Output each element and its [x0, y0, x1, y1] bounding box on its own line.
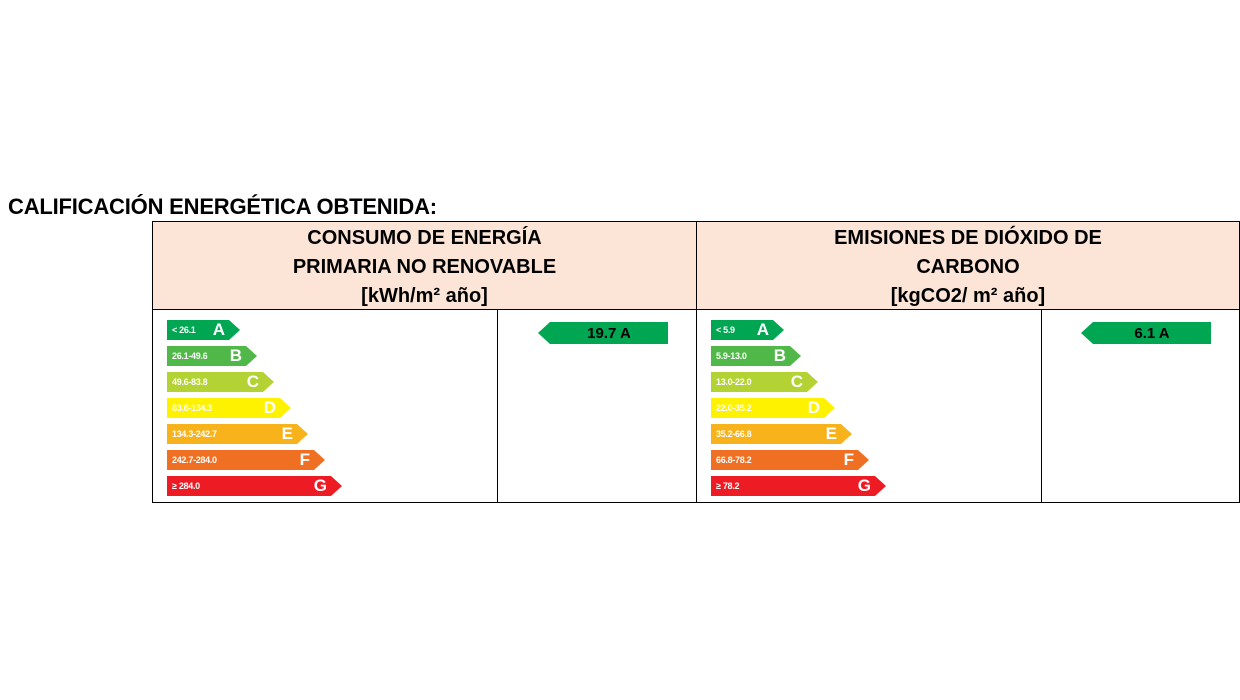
emissions-band-c: 13.0-22.0 C [711, 372, 818, 392]
energy-band-b: 26.1-49.6 B [167, 346, 257, 366]
energy-band-g: ≥ 284.0 G [167, 476, 342, 496]
band-range: < 5.9 [716, 325, 735, 335]
emissions-band-b: 5.9-13.0 B [711, 346, 801, 366]
energy-band-d: 83.8-134.3 D [167, 398, 291, 418]
emissions-header-line-2: CARBONO [916, 256, 1020, 278]
energy-panel: CONSUMO DE ENERGÍA PRIMARIA NO RENOVABLE… [153, 222, 697, 502]
energy-scale: < 26.1 A 26.1-49.6 B 49.6-83.8 C 83.8-134.3… [153, 310, 498, 502]
emissions-panel: EMISIONES DE DIÓXIDO DE CARBONO [kgCO2/ … [697, 222, 1239, 502]
band-range: 13.0-22.0 [716, 377, 752, 387]
energy-band-f: 242.7-284.0 F [167, 450, 325, 470]
band-range: 242.7-284.0 [172, 455, 217, 465]
energy-result-box: 19.7 A [498, 310, 696, 502]
band-letter: G [857, 476, 871, 495]
emissions-band-d: 22.0-35.2 D [711, 398, 835, 418]
band-range: < 26.1 [172, 325, 196, 335]
energy-band-a: < 26.1 A [167, 320, 240, 340]
band-letter: C [246, 372, 259, 391]
band-range: 26.1-49.6 [172, 351, 208, 361]
band-range: 83.8-134.3 [172, 403, 213, 413]
band-letter: F [299, 450, 310, 469]
band-letter: D [263, 398, 276, 417]
band-letter: D [807, 398, 820, 417]
band-range: 22.0-35.2 [716, 403, 752, 413]
band-letter: A [756, 320, 769, 339]
energy-result-arrow: 19.7 A [538, 322, 668, 344]
band-letter: G [313, 476, 327, 495]
emissions-band-e: 35.2-66.8 E [711, 424, 852, 444]
band-range: 134.3-242.7 [172, 429, 217, 439]
emissions-scale: < 5.9 A 5.9-13.0 B 13.0-22.0 C 22.0-35.2 D 3… [697, 310, 1042, 502]
band-letter: B [229, 346, 242, 365]
band-range: 5.9-13.0 [716, 351, 747, 361]
energy-header-line-1: CONSUMO DE ENERGÍA [307, 227, 542, 249]
emissions-result-arrow: 6.1 A [1081, 322, 1211, 344]
energy-header-unit: [kWh/m² año] [361, 285, 488, 307]
emissions-band-a: < 5.9 A [711, 320, 784, 340]
energy-band-c: 49.6-83.8 C [167, 372, 274, 392]
band-range: ≥ 284.0 [172, 481, 200, 491]
band-range: 66.8-78.2 [716, 455, 752, 465]
band-letter: E [281, 424, 293, 443]
band-range: 49.6-83.8 [172, 377, 208, 387]
energy-header: CONSUMO DE ENERGÍA PRIMARIA NO RENOVABLE… [153, 222, 696, 310]
band-range: 35.2-66.8 [716, 429, 752, 439]
emissions-band-f: 66.8-78.2 F [711, 450, 869, 470]
emissions-header: EMISIONES DE DIÓXIDO DE CARBONO [kgCO2/ … [697, 222, 1239, 310]
band-letter: E [825, 424, 837, 443]
band-letter: B [773, 346, 786, 365]
band-letter: F [843, 450, 854, 469]
page-title: CALIFICACIÓN ENERGÉTICA OBTENIDA: [8, 194, 437, 219]
rating-table: CONSUMO DE ENERGÍA PRIMARIA NO RENOVABLE… [152, 221, 1240, 503]
band-letter: A [212, 320, 225, 339]
emissions-result-box: 6.1 A [1042, 310, 1239, 502]
band-letter: C [790, 372, 803, 391]
emissions-header-unit: [kgCO2/ m² año] [890, 285, 1046, 307]
energy-header-line-2: PRIMARIA NO RENOVABLE [292, 256, 557, 278]
band-range: ≥ 78.2 [716, 481, 740, 491]
emissions-header-line-1: EMISIONES DE DIÓXIDO DE [834, 227, 1102, 249]
energy-band-e: 134.3-242.7 E [167, 424, 308, 444]
emissions-band-g: ≥ 78.2 G [711, 476, 886, 496]
